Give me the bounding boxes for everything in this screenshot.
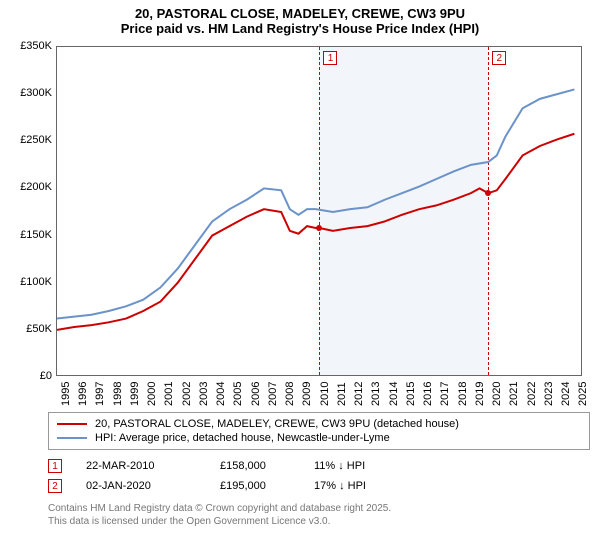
price-point-marker [485,190,491,196]
y-axis-label: £0 [8,370,52,382]
x-axis-label: 2007 [267,382,279,406]
event-pct: 17% ↓ HPI [314,480,366,492]
title-line-1: 20, PASTORAL CLOSE, MADELEY, CREWE, CW3 … [0,6,600,21]
x-axis-label: 2008 [284,382,296,406]
x-axis-label: 2015 [405,382,417,406]
events-table: 1 22-MAR-2010 £158,000 11% ↓ HPI 2 02-JA… [48,456,590,496]
x-axis-label: 2023 [543,382,555,406]
y-axis-label: £250K [8,134,52,146]
y-axis-label: £100K [8,276,52,288]
x-axis-label: 1995 [60,382,72,406]
x-axis-label: 2022 [526,382,538,406]
y-axis-label: £300K [8,87,52,99]
footnote: Contains HM Land Registry data © Crown c… [48,502,590,528]
x-axis-label: 2000 [146,382,158,406]
event-date: 02-JAN-2020 [86,480,196,492]
line-chart-svg [57,47,583,377]
event-marker: 1 [48,459,62,473]
x-axis-label: 2021 [508,382,520,406]
x-axis-label: 2001 [163,382,175,406]
chart-area: 12 £0 £50K £100K £150K £200K £250K £300K £350K 1… [10,38,590,408]
x-axis-label: 2016 [422,382,434,406]
x-axis-label: 1999 [129,382,141,406]
event-row: 2 02-JAN-2020 £195,000 17% ↓ HPI [48,476,590,496]
x-axis-label: 2019 [474,382,486,406]
price-point-marker [316,225,322,231]
series-line [57,134,574,330]
event-price: £195,000 [220,480,290,492]
footnote-line: This data is licensed under the Open Gov… [48,515,590,528]
legend-label: HPI: Average price, detached house, Newc… [95,432,390,444]
plot: 12 [56,46,582,376]
x-axis-label: 1998 [112,382,124,406]
x-axis-label: 2024 [560,382,572,406]
y-axis-label: £50K [8,323,52,335]
legend: 20, PASTORAL CLOSE, MADELEY, CREWE, CW3 … [48,412,590,450]
x-axis-label: 2025 [577,382,589,406]
x-axis-label: 2012 [353,382,365,406]
series-line [57,89,574,318]
legend-label: 20, PASTORAL CLOSE, MADELEY, CREWE, CW3 … [95,418,459,430]
event-row: 1 22-MAR-2010 £158,000 11% ↓ HPI [48,456,590,476]
title-line-2: Price paid vs. HM Land Registry's House … [0,21,600,36]
footnote-line: Contains HM Land Registry data © Crown c… [48,502,590,515]
y-axis-label: £150K [8,229,52,241]
x-axis-label: 2017 [439,382,451,406]
y-axis-label: £200K [8,181,52,193]
y-axis-label: £350K [8,40,52,52]
x-axis-label: 2011 [336,382,348,406]
legend-item: HPI: Average price, detached house, Newc… [57,431,581,445]
x-axis-label: 2003 [198,382,210,406]
legend-swatch [57,423,87,425]
x-axis-label: 1996 [77,382,89,406]
legend-swatch [57,437,87,439]
x-axis-label: 2002 [181,382,193,406]
x-axis-label: 2009 [301,382,313,406]
x-axis-label: 2005 [232,382,244,406]
x-axis-label: 2010 [319,382,331,406]
event-price: £158,000 [220,460,290,472]
legend-item: 20, PASTORAL CLOSE, MADELEY, CREWE, CW3 … [57,417,581,431]
x-axis-label: 1997 [94,382,106,406]
x-axis-label: 2020 [491,382,503,406]
x-axis-label: 2004 [215,382,227,406]
x-axis-label: 2018 [457,382,469,406]
event-pct: 11% ↓ HPI [314,460,365,472]
event-marker: 2 [48,479,62,493]
x-axis-label: 2006 [250,382,262,406]
x-axis-label: 2013 [370,382,382,406]
event-date: 22-MAR-2010 [86,460,196,472]
x-axis-label: 2014 [388,382,400,406]
